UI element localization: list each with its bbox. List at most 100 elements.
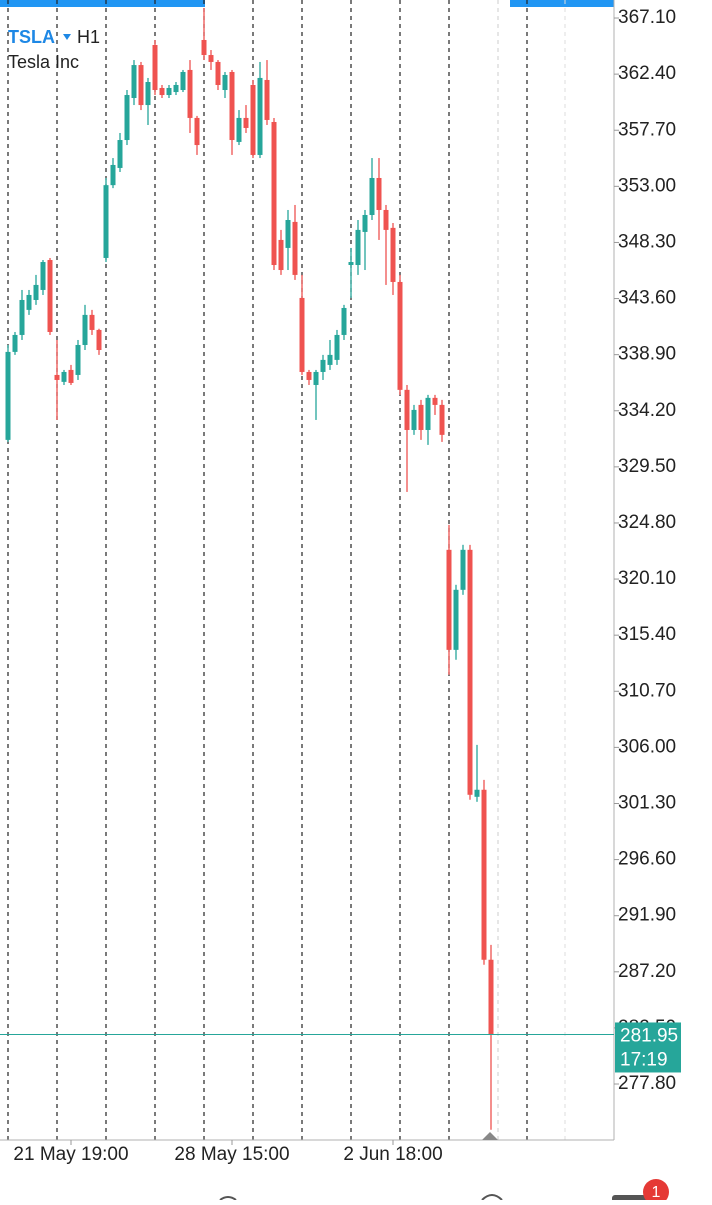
badge-count: 1 [652,1184,661,1200]
candle-body [278,239,284,271]
y-tick-label: 329.50 [618,456,676,477]
candle-body [96,329,102,350]
y-tick-label: 301.30 [618,793,676,814]
y-tick-label: 315.40 [618,624,676,645]
candle-body [229,71,235,141]
x-tick-label: 21 May 19:00 [13,1144,128,1165]
last-price-box [615,1022,681,1073]
candle-body [12,334,18,352]
symbol[interactable]: TSLA [8,27,55,47]
candle-body [236,117,242,142]
candle-body [89,314,95,330]
top-bar [0,0,205,7]
y-tick-label: 357.70 [618,119,676,140]
candle-body [131,65,137,99]
top-bar [510,0,614,7]
candle-body [474,789,480,797]
y-tick-label: 334.20 [618,400,676,421]
candle-body [33,284,39,300]
timeframe[interactable]: H1 [77,27,100,47]
candle-body [180,71,186,91]
candle-body [418,404,424,430]
candles [5,7,494,1130]
candle-body [103,185,109,258]
candle-body [173,84,179,93]
candle-body [334,334,340,360]
candle-body [355,229,361,266]
candle-body [320,359,326,372]
y-tick-label: 367.10 [618,7,676,28]
candle-body [187,69,193,118]
y-tick-label: 277.80 [618,1073,676,1094]
candle-body [299,297,305,372]
candle-body [40,262,46,290]
candle-body [488,959,494,1035]
candle-body [117,140,123,168]
y-tick-label: 306.00 [618,736,676,757]
candle-body [341,307,347,335]
candle-body [446,549,452,650]
candle-body [453,589,459,650]
candle-body [467,549,473,795]
y-tick-label: 320.10 [618,568,676,589]
candle-body [5,351,11,440]
candle-body [383,209,389,230]
candle-body [124,95,130,141]
candle-body [460,549,466,590]
y-tick-label: 362.40 [618,63,676,84]
candle-body [166,87,172,96]
candle-body [390,227,396,282]
y-tick-label: 287.20 [618,961,676,982]
candle-body [411,409,417,430]
x-tick-label: 28 May 15:00 [174,1144,289,1165]
candle-body [348,262,354,266]
candle-body [376,177,382,210]
candle-body [138,65,144,106]
candle-body [152,45,158,91]
candle-body [313,371,319,385]
y-tick-label: 343.60 [618,288,676,309]
candle-body [264,79,270,120]
candle-body [159,87,165,96]
dropdown-icon[interactable] [63,34,71,40]
candle-body [481,789,487,960]
candle-body [271,121,277,266]
nav-icon[interactable] [219,1196,237,1201]
y-tick-label: 348.30 [618,231,676,252]
candle-body [47,259,53,332]
y-tick-label: 291.90 [618,905,676,926]
candle-body [243,117,249,128]
candle-body [82,314,88,345]
y-tick-label: 353.00 [618,175,676,196]
last-price: 281.95 17:19 [0,1022,681,1073]
candle-body [54,374,60,380]
candle-body [327,354,333,365]
nav-icon[interactable] [481,1194,503,1201]
candle-body [201,39,207,56]
y-tick-label: 296.60 [618,849,676,870]
candle-body [110,164,116,186]
candle-body [26,294,32,310]
candle-body [439,404,445,435]
candle-body [362,214,368,232]
candle-body [61,371,67,382]
candle-body [257,77,263,155]
candle-body [425,397,431,430]
x-axis-labels: 21 May 19:00 28 May 15:00 2 Jun 18:00 [13,1140,443,1165]
y-tick-label: 338.90 [618,344,676,365]
candle-body [250,84,256,155]
last-price-label: 281.95 [620,1025,678,1046]
current-bar-marker [482,1132,498,1140]
candle-body [19,299,25,335]
candle-body [397,281,403,390]
instrument-name: Tesla Inc [8,52,79,72]
candle-body [222,74,228,91]
candle-body [75,344,81,375]
candle-body [68,369,74,383]
x-tick-label: 2 Jun 18:00 [343,1144,442,1165]
nav-icon[interactable] [612,1195,646,1205]
badge [643,1179,669,1205]
candle-body [208,55,214,62]
candle-body [306,371,312,380]
